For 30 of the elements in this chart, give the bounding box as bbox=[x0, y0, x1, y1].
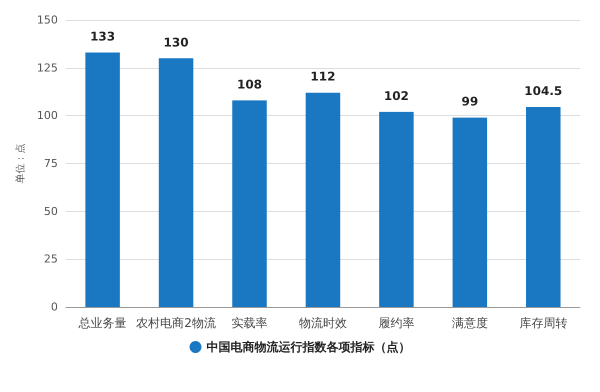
x-tick-label: 总业务量 bbox=[78, 316, 127, 330]
x-tick-label: 满意度 bbox=[452, 316, 488, 330]
bar bbox=[452, 118, 488, 307]
y-tick-label: 150 bbox=[36, 14, 58, 26]
x-tick-label: 履约率 bbox=[378, 316, 414, 330]
bar bbox=[306, 92, 340, 307]
legend-label: 中国电商物流运行指数各项指标（点） bbox=[206, 340, 410, 354]
y-tick-label: 75 bbox=[44, 157, 58, 170]
data-label: 102 bbox=[384, 88, 409, 103]
y-tick-label: 100 bbox=[36, 109, 58, 122]
bar bbox=[158, 58, 194, 307]
x-tick-label: 实载率 bbox=[232, 316, 268, 330]
data-label: 112 bbox=[310, 70, 336, 84]
bar bbox=[379, 112, 414, 307]
data-label: 133 bbox=[90, 30, 116, 44]
y-tick-label: 0 bbox=[50, 300, 58, 314]
y-tick-label: 50 bbox=[44, 204, 58, 218]
data-label: 104.5 bbox=[524, 84, 562, 98]
x-tick-label: 物流时效 bbox=[298, 316, 347, 330]
y-tick-label: 125 bbox=[36, 61, 58, 74]
x-tick-label: 农村电商2物流 bbox=[136, 316, 216, 330]
bar bbox=[526, 107, 561, 307]
bar bbox=[232, 100, 267, 307]
data-label: 99 bbox=[461, 94, 478, 109]
data-label: 130 bbox=[164, 35, 189, 50]
data-label: 108 bbox=[236, 77, 262, 92]
y-axis-title: 单位：点 bbox=[14, 144, 26, 184]
bar bbox=[85, 52, 120, 307]
x-tick-label: 库存周转 bbox=[519, 316, 568, 330]
y-tick-label: 25 bbox=[44, 252, 58, 266]
